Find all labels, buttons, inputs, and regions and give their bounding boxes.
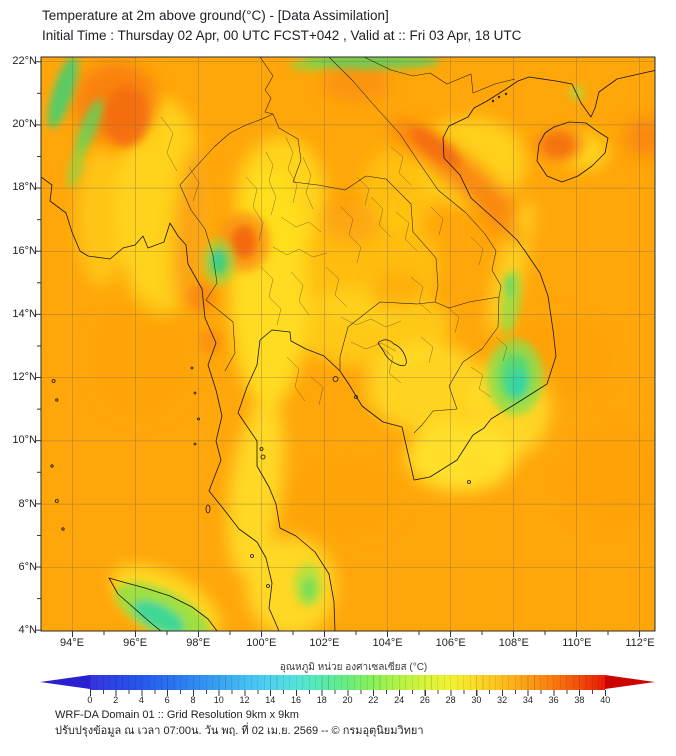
footer-update-info: ปรับปรุงข้อมูล ณ เวลา 07:00น. วัน พฤ. ที… bbox=[55, 725, 424, 737]
colorbar-tick-label: 28 bbox=[445, 695, 456, 705]
latitude-tick-label: 6°N bbox=[18, 560, 37, 573]
colorbar-title: อุณหภูมิ หน่วย องศาเซลเซียส (°C) bbox=[279, 662, 428, 673]
colorbar-tick-label: 0 bbox=[87, 695, 93, 705]
temperature-field bbox=[41, 57, 655, 631]
latitude-tick-label: 14°N bbox=[12, 307, 37, 320]
latitude-tick-label: 16°N bbox=[12, 244, 37, 257]
longitude-ticks bbox=[72, 631, 640, 637]
longitude-tick-label: 110°E bbox=[562, 637, 592, 649]
page-title: Temperature at 2m above ground(°C) - [Da… bbox=[42, 8, 389, 23]
colorbar-tick-label: 10 bbox=[213, 695, 224, 705]
graticule bbox=[41, 57, 655, 631]
colorbar-tick-label: 34 bbox=[522, 695, 533, 705]
colorbar-tick-label: 8 bbox=[190, 695, 196, 705]
longitude-tick-label: 96°E bbox=[123, 637, 148, 649]
colorbar-tick-label: 36 bbox=[548, 695, 559, 705]
country-borders bbox=[179, 57, 516, 434]
footer-domain-info: WRF-DA Domain 01 :: Grid Resolution 9km … bbox=[55, 709, 299, 721]
map-canvas bbox=[32, 52, 664, 640]
colorbar-tick-label: 18 bbox=[316, 695, 327, 705]
longitude-tick-label: 104°E bbox=[372, 637, 403, 649]
colorbar-tick-label: 20 bbox=[342, 695, 353, 705]
colorbar-tick-label: 6 bbox=[164, 695, 170, 705]
longitude-axis-labels: 94°E 96°E 98°E 100°E 102°E 104°E 106°E 108°E 110… bbox=[50, 636, 662, 650]
colorbar-tick-label: 40 bbox=[600, 695, 611, 705]
colorbar-tick-label: 30 bbox=[471, 695, 482, 705]
longitude-tick-label: 106°E bbox=[435, 637, 466, 649]
latitude-tick-label: 20°N bbox=[12, 118, 37, 131]
colorbar-tick-label: 12 bbox=[239, 695, 250, 705]
longitude-tick-label: 108°E bbox=[498, 637, 529, 649]
temperature-map-svg bbox=[35, 56, 656, 637]
colorbar-tick-label: 22 bbox=[368, 695, 379, 705]
title-block: Temperature at 2m above ground(°C) - [Da… bbox=[42, 6, 521, 46]
colorbar-major-ticks bbox=[90, 690, 606, 696]
coastlines bbox=[41, 70, 655, 631]
colorbar-over-range-arrow bbox=[605, 675, 655, 689]
longitude-tick-label: 102°E bbox=[309, 637, 340, 649]
page-subtitle: Initial Time : Thursday 02 Apr, 00 UTC F… bbox=[42, 28, 522, 43]
latitude-tick-label: 18°N bbox=[12, 181, 37, 194]
longitude-tick-label: 100°E bbox=[246, 637, 277, 649]
longitude-tick-label: 112°E bbox=[625, 637, 655, 649]
colorbar-tick-label: 32 bbox=[497, 695, 508, 705]
longitude-tick-label: 98°E bbox=[186, 637, 211, 649]
colorbar-tick-label: 14 bbox=[265, 695, 276, 705]
latitude-tick-label: 8°N bbox=[18, 497, 37, 510]
colorbar-tick-label: 38 bbox=[574, 695, 585, 705]
colorbar-tick-labels: 0 2 4 6 8 10 12 14 16 18 20 22 24 26 28 30 32 34 36 38 40 bbox=[77, 695, 618, 706]
longitude-tick-label: 94°E bbox=[60, 637, 84, 649]
latitude-tick-label: 10°N bbox=[12, 434, 37, 447]
latitude-tick-label: 22°N bbox=[12, 55, 37, 67]
colorbar-tick-label: 24 bbox=[394, 695, 405, 705]
colorbar-tick-label: 4 bbox=[138, 695, 144, 705]
map-frame bbox=[40, 56, 656, 632]
latitude-tick-label: 12°N bbox=[12, 371, 37, 384]
colorbar-tick-label: 2 bbox=[113, 695, 119, 705]
footer-block: WRF-DA Domain 01 :: Grid Resolution 9km … bbox=[55, 707, 424, 739]
latitude-tick-label: 4°N bbox=[18, 623, 37, 636]
colorbar-gradient bbox=[90, 675, 605, 690]
colorbar bbox=[40, 675, 655, 696]
latitude-ticks bbox=[35, 61, 41, 631]
colorbar-tick-label: 16 bbox=[291, 695, 302, 705]
colorbar-tick-label: 26 bbox=[419, 695, 430, 705]
latitude-axis-labels: 22°N 20°N 18°N 16°N 14°N 12°N 10°N 8°N 6°N 4°N bbox=[0, 54, 37, 638]
colorbar-under-range-arrow bbox=[40, 675, 90, 689]
